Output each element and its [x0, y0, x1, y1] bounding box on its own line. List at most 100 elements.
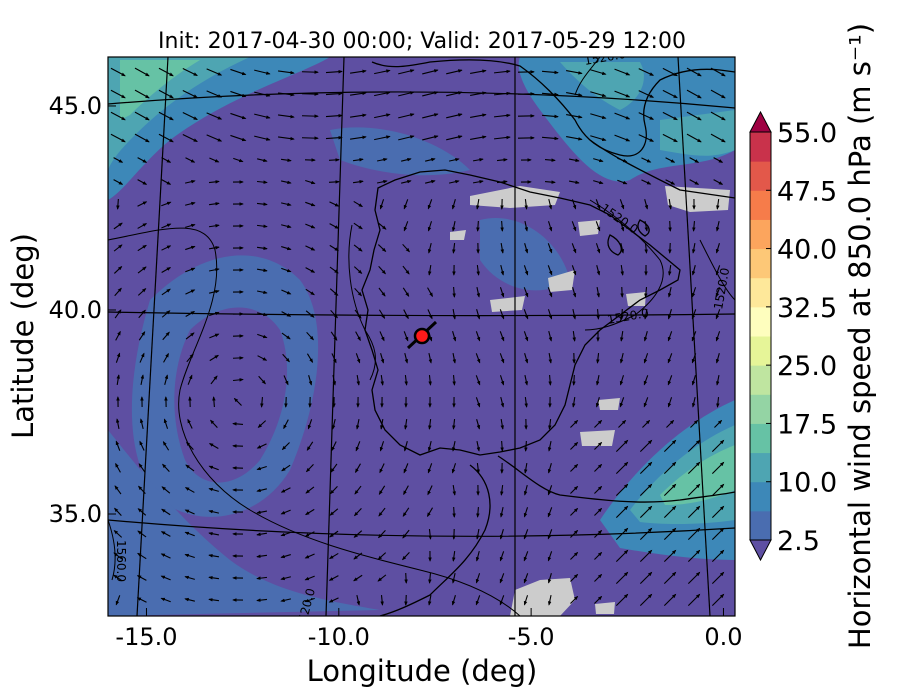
wind-vector — [206, 68, 223, 76]
wind-vector — [547, 594, 552, 606]
wind-vector — [379, 199, 385, 210]
wind-vector — [374, 135, 391, 141]
wind-vector — [137, 201, 148, 207]
map-plot-area: 1520.0 1520.0 1520.0 1520.0 1520.0 1560.… — [108, 57, 735, 616]
wind-vector — [595, 397, 600, 408]
wind-vector — [160, 575, 171, 581]
colorbar-label: Horizontal wind speed at 850.0 hPa (m s⁻… — [843, 23, 877, 649]
wind-vector — [208, 487, 219, 492]
wind-vector — [254, 69, 271, 75]
parallel-35 — [108, 519, 735, 537]
wind-vector — [404, 353, 409, 364]
wind-vector — [593, 180, 604, 185]
wind-vector — [356, 595, 361, 606]
missing-data-patches — [450, 186, 730, 616]
contour-1520-west — [108, 227, 521, 616]
wind-vector — [548, 199, 553, 210]
wind-vector — [380, 353, 385, 364]
wind-vector — [594, 551, 603, 560]
wind-vector — [113, 157, 124, 163]
wind-vector — [524, 374, 529, 386]
wind-vector — [404, 374, 408, 386]
wind-vector — [715, 287, 721, 298]
wind-vector — [662, 111, 678, 121]
wind-vector — [499, 595, 505, 606]
wind-vector — [690, 419, 699, 428]
wind-vector — [476, 309, 481, 320]
wind-vector — [620, 264, 624, 276]
wind-vector — [547, 440, 552, 452]
wind-vector — [355, 418, 360, 430]
meridian-minus-10 — [325, 57, 345, 616]
wind-vector — [663, 593, 677, 607]
wind-vector — [570, 419, 579, 428]
wind-vector — [402, 265, 410, 275]
wind-vector — [137, 552, 147, 560]
wind-vector — [663, 505, 677, 519]
wind-vector — [161, 201, 172, 207]
wind-vector — [547, 287, 553, 298]
wind-vector — [161, 310, 171, 318]
wind-vector — [115, 330, 121, 341]
wind-vector — [476, 440, 481, 452]
wind-vector — [185, 201, 196, 206]
wind-vector — [325, 91, 343, 96]
wind-vector — [138, 463, 146, 473]
wind-vector — [139, 352, 145, 363]
wind-vector — [500, 220, 504, 232]
wind-vector — [446, 135, 463, 141]
wind-vector — [691, 265, 696, 276]
wind-vector — [523, 485, 528, 496]
wind-vector — [115, 418, 120, 430]
wind-vector — [254, 113, 271, 119]
wind-vector — [305, 508, 315, 516]
wind-vector — [427, 441, 432, 452]
wind-vector — [427, 243, 432, 254]
colorbar-tick-label: 17.5 — [777, 409, 837, 440]
contour-1520-far-east — [699, 239, 735, 301]
wind-vector — [355, 463, 361, 474]
wind-vector — [256, 598, 268, 602]
wind-vector — [305, 486, 315, 494]
wind-vector — [615, 483, 629, 497]
missing-patch — [598, 398, 620, 410]
wind-vector — [138, 309, 146, 319]
wind-vector — [134, 89, 150, 99]
wind-vector — [710, 111, 726, 121]
wind-vector — [256, 443, 267, 449]
wind-vector — [185, 267, 196, 273]
wind-vector — [378, 265, 386, 275]
wind-vector — [134, 111, 150, 121]
shading-north-band — [330, 127, 470, 176]
wind-vector — [209, 354, 219, 362]
wind-vector — [304, 597, 315, 603]
wind-vector — [615, 549, 629, 563]
colorbar-segment — [750, 306, 771, 337]
wind-vector — [499, 287, 505, 298]
wind-vector — [452, 352, 457, 364]
wind-vector — [524, 198, 528, 210]
wind-vector — [663, 461, 677, 475]
wind-vector — [594, 419, 603, 428]
wind-vector — [427, 199, 433, 210]
wind-vector — [541, 114, 559, 119]
wind-vector — [283, 419, 289, 430]
wind-vector — [380, 594, 384, 606]
wind-vector — [350, 135, 367, 140]
wind-vector — [113, 265, 123, 274]
wind-vector — [257, 333, 268, 339]
wind-vector — [208, 509, 219, 514]
wind-vector — [136, 597, 147, 603]
wind-vector — [137, 179, 148, 185]
wind-vector — [476, 419, 481, 430]
wind-vector — [541, 92, 559, 97]
wind-vector — [547, 529, 553, 540]
missing-patch — [626, 292, 646, 306]
wind-vector — [353, 574, 363, 582]
wind-vector — [641, 179, 652, 185]
contour-label: 1560.0 — [114, 540, 128, 582]
colorbar-segment — [750, 219, 771, 250]
wind-vector — [353, 200, 364, 208]
wind-vector — [305, 288, 315, 296]
contour-1520-portugal — [348, 224, 376, 381]
